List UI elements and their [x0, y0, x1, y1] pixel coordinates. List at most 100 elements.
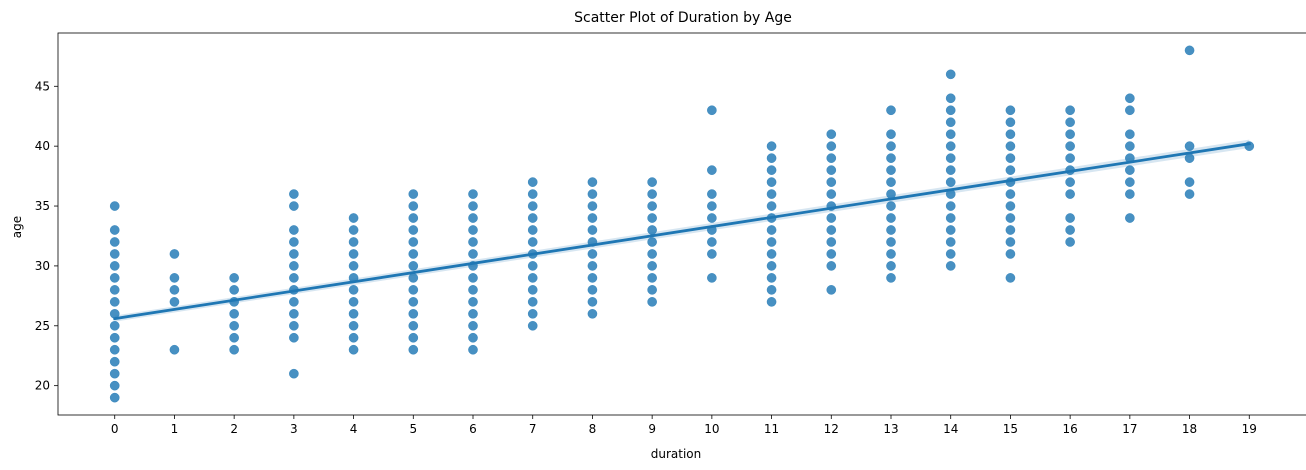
scatter-point	[1065, 153, 1075, 163]
scatter-point	[945, 201, 956, 211]
scatter-point	[766, 225, 777, 235]
scatter-point	[348, 344, 359, 355]
scatter-point	[826, 165, 837, 175]
scatter-point	[468, 213, 478, 223]
scatter-point	[229, 309, 239, 319]
scatter-point	[826, 237, 837, 247]
scatter-point	[289, 320, 299, 331]
scatter-point	[468, 273, 478, 283]
scatter-point	[647, 297, 657, 307]
scatter-point	[109, 368, 120, 379]
scatter-point	[348, 237, 359, 247]
x-tick-label: 2	[230, 422, 238, 436]
scatter-point	[587, 177, 598, 187]
scatter-point	[707, 273, 717, 283]
scatter-point	[1005, 117, 1016, 128]
scatter-point	[468, 285, 478, 295]
scatter-point	[408, 285, 419, 295]
scatter-point	[647, 249, 657, 259]
scatter-point	[647, 213, 657, 223]
scatter-point	[886, 153, 896, 163]
plot-area-frame	[57, 32, 1306, 416]
scatter-point	[886, 237, 896, 247]
x-tick-label: 12	[824, 422, 839, 436]
scatter-point	[1005, 165, 1016, 175]
scatter-point	[766, 153, 777, 163]
scatter-point	[1125, 141, 1135, 151]
x-tick-label: 3	[290, 422, 298, 436]
scatter-point	[886, 261, 896, 271]
scatter-point	[587, 201, 598, 211]
scatter-point	[1065, 117, 1075, 128]
scatter-point	[1065, 129, 1075, 139]
scatter-point	[289, 332, 299, 343]
scatter-point	[527, 237, 538, 247]
scatter-point	[109, 320, 120, 331]
scatter-point	[826, 141, 837, 151]
x-tick-label: 18	[1182, 422, 1197, 436]
x-tick-label: 11	[764, 422, 779, 436]
scatter-point	[587, 213, 598, 223]
scatter-point	[527, 273, 538, 283]
scatter-point	[766, 201, 777, 211]
scatter-point	[945, 93, 956, 104]
scatter-point	[886, 105, 896, 116]
scatter-point	[468, 189, 478, 199]
scatter-point	[886, 177, 896, 187]
scatter-point	[169, 285, 180, 295]
scatter-point	[826, 177, 837, 187]
scatter-point	[886, 213, 896, 223]
scatter-point	[289, 297, 299, 307]
scatter-point	[1125, 105, 1135, 116]
scatter-point	[707, 189, 717, 199]
x-tick-label: 17	[1122, 422, 1137, 436]
scatter-point	[109, 297, 120, 307]
scatter-point	[109, 380, 120, 391]
scatter-point	[468, 332, 478, 343]
scatter-point	[289, 249, 299, 259]
scatter-point	[468, 344, 478, 355]
scatter-point	[1005, 189, 1016, 199]
scatter-point	[1005, 237, 1016, 247]
scatter-point	[1184, 189, 1195, 199]
scatter-point	[766, 189, 777, 199]
scatter-point	[289, 309, 299, 319]
scatter-point	[1005, 249, 1016, 259]
scatter-point	[348, 320, 359, 331]
scatter-point	[408, 261, 419, 271]
scatter-point	[348, 249, 359, 259]
y-axis-label: age	[10, 216, 24, 238]
scatter-point	[707, 165, 717, 175]
x-tick-label: 7	[529, 422, 537, 436]
scatter-point	[587, 297, 598, 307]
scatter-point	[945, 129, 956, 139]
scatter-point	[169, 344, 180, 355]
scatter-point	[527, 261, 538, 271]
scatter-point	[766, 249, 777, 259]
scatter-point	[408, 344, 419, 355]
scatter-point	[1125, 93, 1135, 104]
scatter-point	[169, 249, 180, 259]
scatter-point	[1065, 177, 1075, 187]
y-tick-label: 25	[35, 319, 50, 333]
scatter-point	[826, 249, 837, 259]
scatter-point	[886, 165, 896, 175]
scatter-point	[1065, 141, 1075, 151]
scatter-point	[826, 225, 837, 235]
scatter-point	[587, 261, 598, 271]
scatter-point	[348, 225, 359, 235]
scatter-point	[945, 117, 956, 128]
scatter-point	[468, 201, 478, 211]
scatter-point	[527, 285, 538, 295]
scatter-point	[945, 225, 956, 235]
scatter-point	[109, 332, 120, 343]
scatter-point	[408, 213, 419, 223]
scatter-point	[886, 201, 896, 211]
y-tick-label: 40	[35, 139, 50, 153]
scatter-point	[1065, 225, 1075, 235]
scatter-point	[945, 105, 956, 116]
scatter-point	[109, 237, 120, 247]
y-tick-label: 30	[35, 259, 50, 273]
scatter-point	[1005, 129, 1016, 139]
